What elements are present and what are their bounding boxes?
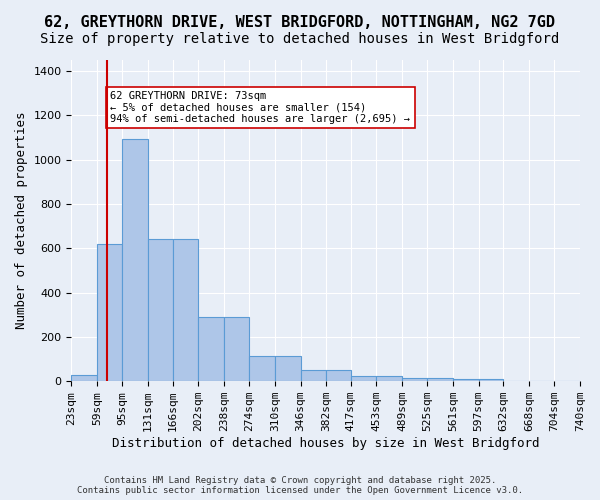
Bar bbox=[351, 376, 376, 381]
Bar bbox=[224, 317, 250, 381]
Bar bbox=[71, 374, 97, 381]
Bar bbox=[250, 356, 275, 381]
X-axis label: Distribution of detached houses by size in West Bridgford: Distribution of detached houses by size … bbox=[112, 437, 539, 450]
Bar bbox=[427, 378, 453, 381]
Text: Size of property relative to detached houses in West Bridgford: Size of property relative to detached ho… bbox=[40, 32, 560, 46]
Bar bbox=[503, 380, 529, 381]
Bar bbox=[301, 370, 326, 381]
Bar bbox=[148, 240, 173, 381]
Bar bbox=[173, 240, 199, 381]
Bar bbox=[479, 379, 503, 381]
Bar bbox=[275, 356, 301, 381]
Text: 62 GREYTHORN DRIVE: 73sqm
← 5% of detached houses are smaller (154)
94% of semi-: 62 GREYTHORN DRIVE: 73sqm ← 5% of detach… bbox=[110, 91, 410, 124]
Bar bbox=[97, 244, 122, 381]
Y-axis label: Number of detached properties: Number of detached properties bbox=[15, 112, 28, 330]
Bar bbox=[122, 138, 148, 381]
Text: Contains HM Land Registry data © Crown copyright and database right 2025.
Contai: Contains HM Land Registry data © Crown c… bbox=[77, 476, 523, 495]
Bar bbox=[453, 379, 479, 381]
Bar bbox=[402, 378, 427, 381]
Text: 62, GREYTHORN DRIVE, WEST BRIDGFORD, NOTTINGHAM, NG2 7GD: 62, GREYTHORN DRIVE, WEST BRIDGFORD, NOT… bbox=[44, 15, 556, 30]
Bar bbox=[199, 317, 224, 381]
Bar bbox=[326, 370, 351, 381]
Bar bbox=[529, 380, 554, 381]
Bar bbox=[376, 376, 402, 381]
